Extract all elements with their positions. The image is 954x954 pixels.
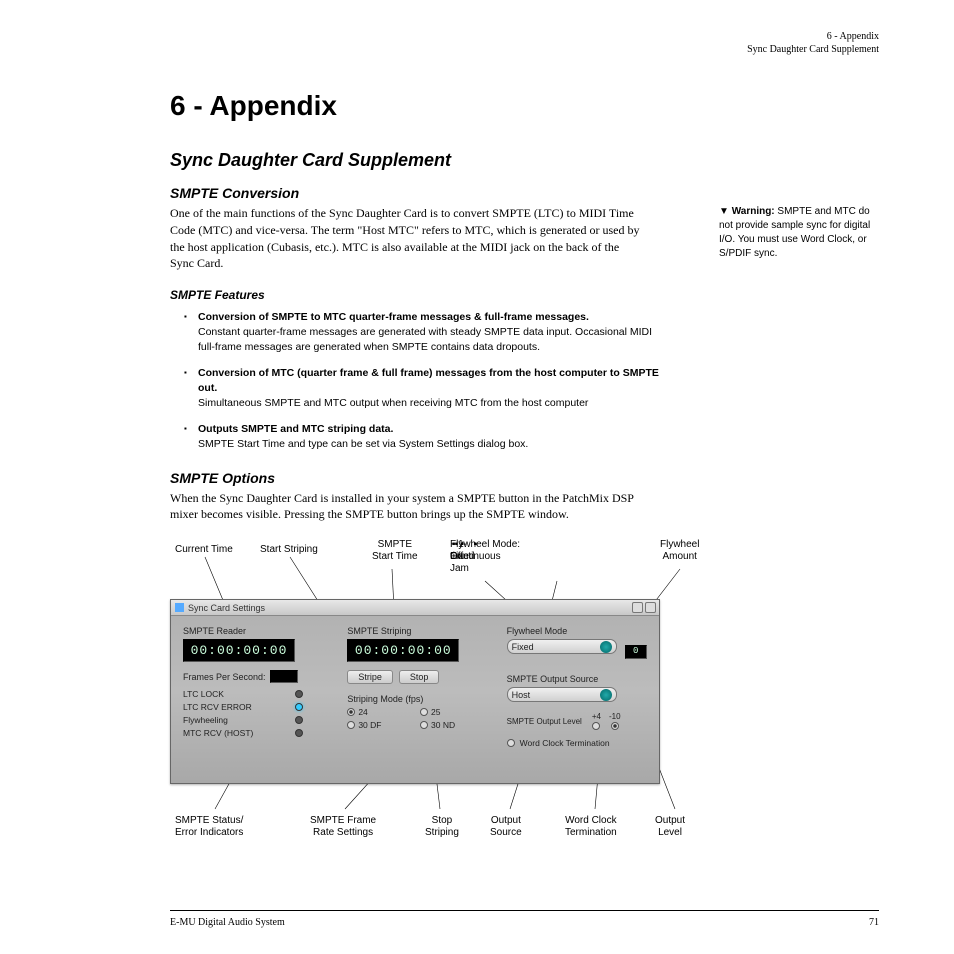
callout-output-source: Output Source xyxy=(490,815,522,839)
level-plus4-radio[interactable] xyxy=(592,722,600,730)
level-minus10-label: -10 xyxy=(609,712,621,721)
mtc-rcv-host-label: MTC RCV (HOST) xyxy=(183,728,253,738)
help-button[interactable] xyxy=(632,602,643,613)
list-item: Conversion of SMPTE to MTC quarter-frame… xyxy=(170,310,660,354)
callout-current-time: Current Time xyxy=(175,544,233,556)
feature-title: Outputs SMPTE and MTC striping data. xyxy=(198,422,660,437)
ltc-rcv-error-led xyxy=(295,703,303,711)
word-clock-termination-label: Word Clock Termination xyxy=(520,738,610,748)
output-level-label: SMPTE Output Level xyxy=(507,717,582,726)
warning-icon: ▼ xyxy=(719,206,732,217)
flywheel-amount-display[interactable]: 0 xyxy=(625,645,647,659)
callout-smpte-status: SMPTE Status/ Error Indicators xyxy=(175,815,243,839)
feature-desc: SMPTE Start Time and type can be set via… xyxy=(198,438,528,450)
callout-word-clock: Word Clock Termination xyxy=(565,815,617,839)
sync-card-settings-window: Sync Card Settings SMPTE Reader 00:00:00… xyxy=(170,599,660,784)
app-icon xyxy=(175,603,184,612)
header-line1: 6 - Appendix xyxy=(747,30,879,43)
chevron-down-icon xyxy=(600,641,612,653)
fly-opt-1time: 1-time Jam xyxy=(450,539,469,574)
callout-start-striping: Start Striping xyxy=(260,544,318,556)
level-plus4-label: +4 xyxy=(592,712,601,721)
flywheeling-led xyxy=(295,716,303,724)
striping-time-display[interactable]: 00:00:00:00 xyxy=(347,639,459,662)
smpte-options-body: When the Sync Daughter Card is installed… xyxy=(170,490,640,524)
ltc-lock-led xyxy=(295,690,303,698)
output-source-dropdown[interactable]: Host xyxy=(507,687,617,702)
output-source-label: SMPTE Output Source xyxy=(507,674,649,684)
warning-label: Warning: xyxy=(732,206,775,217)
flywheeling-label: Flywheeling xyxy=(183,715,228,725)
stop-button[interactable]: Stop xyxy=(399,670,440,684)
feature-desc: Constant quarter-frame messages are gene… xyxy=(198,326,652,353)
section-title: Sync Daughter Card Supplement xyxy=(170,150,879,171)
mtc-rcv-host-led xyxy=(295,729,303,737)
level-minus10-radio[interactable] xyxy=(611,722,619,730)
feature-title: Conversion of SMPTE to MTC quarter-frame… xyxy=(198,310,660,325)
ltc-lock-label: LTC LOCK xyxy=(183,689,224,699)
close-button[interactable] xyxy=(645,602,656,613)
callout-output-level: Output Level xyxy=(655,815,685,839)
stripe-button[interactable]: Stripe xyxy=(347,670,393,684)
page-number: 71 xyxy=(869,917,879,928)
smpte-conversion-body: One of the main functions of the Sync Da… xyxy=(170,205,640,272)
window-title: Sync Card Settings xyxy=(188,603,265,613)
word-clock-termination-checkbox[interactable] xyxy=(507,739,515,747)
smpte-features-list: Conversion of SMPTE to MTC quarter-frame… xyxy=(170,310,660,452)
titlebar[interactable]: Sync Card Settings xyxy=(171,600,659,616)
header-line2: Sync Daughter Card Supplement xyxy=(747,43,879,56)
callout-stop-striping: Stop Striping xyxy=(425,815,459,839)
striping-mode-label: Striping Mode (fps) xyxy=(347,694,484,704)
fps-30nd-radio[interactable]: 30 ND xyxy=(420,720,485,730)
flywheel-mode-label: Flywheel Mode xyxy=(507,626,649,636)
warning-box: ▼ Warning: SMPTE and MTC do not provide … xyxy=(719,205,879,261)
fps-display xyxy=(270,670,298,683)
flywheel-output-section: Flywheel Mode Fixed 0 SMPTE Output Sourc… xyxy=(495,616,659,783)
smpte-window-diagram: Current Time Start Striping SMPTE Start … xyxy=(150,539,810,839)
striping-label: SMPTE Striping xyxy=(347,626,484,636)
callout-smpte-start-time: SMPTE Start Time xyxy=(372,539,418,563)
smpte-options-heading: SMPTE Options xyxy=(170,470,879,486)
reader-label: SMPTE Reader xyxy=(183,626,325,636)
list-item: Conversion of MTC (quarter frame & full … xyxy=(170,366,660,410)
smpte-striping-section: SMPTE Striping 00:00:00:00 Stripe Stop S… xyxy=(335,616,494,783)
chapter-title: 6 - Appendix xyxy=(170,90,879,122)
flywheel-mode-dropdown[interactable]: Fixed xyxy=(507,639,617,654)
callout-flywheel-amount: Flywheel Amount xyxy=(660,539,699,563)
list-item: Outputs SMPTE and MTC striping data. SMP… xyxy=(170,422,660,451)
fps-24-radio[interactable]: 24 xyxy=(347,707,412,717)
fps-label: Frames Per Second: xyxy=(183,672,266,682)
fps-30df-radio[interactable]: 30 DF xyxy=(347,720,412,730)
smpte-reader-section: SMPTE Reader 00:00:00:00 Frames Per Seco… xyxy=(171,616,335,783)
smpte-features-heading: SMPTE Features xyxy=(170,288,879,302)
feature-desc: Simultaneous SMPTE and MTC output when r… xyxy=(198,397,588,409)
reader-time-display: 00:00:00:00 xyxy=(183,639,295,662)
fps-25-radio[interactable]: 25 xyxy=(420,707,485,717)
smpte-conversion-heading: SMPTE Conversion xyxy=(170,185,879,201)
footer-left: E-MU Digital Audio System xyxy=(170,917,285,928)
callout-frame-rate: SMPTE Frame Rate Settings xyxy=(310,815,376,839)
feature-title: Conversion of MTC (quarter frame & full … xyxy=(198,366,660,395)
chevron-down-icon xyxy=(600,689,612,701)
ltc-rcv-error-label: LTC RCV ERROR xyxy=(183,702,252,712)
